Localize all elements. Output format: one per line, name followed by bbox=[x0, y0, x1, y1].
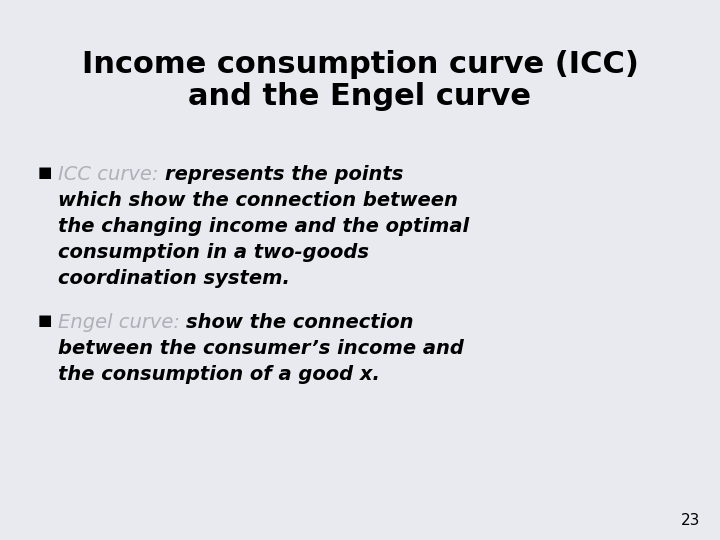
Text: between the consumer’s income and: between the consumer’s income and bbox=[58, 339, 464, 358]
Text: consumption in a two-goods: consumption in a two-goods bbox=[58, 243, 369, 262]
Text: ■: ■ bbox=[38, 165, 53, 180]
Text: 23: 23 bbox=[680, 513, 700, 528]
Text: coordination system.: coordination system. bbox=[58, 269, 290, 288]
Text: and the Engel curve: and the Engel curve bbox=[189, 82, 531, 111]
Text: the consumption of a good x.: the consumption of a good x. bbox=[58, 365, 380, 384]
Text: show the connection: show the connection bbox=[186, 313, 414, 332]
Text: the changing income and the optimal: the changing income and the optimal bbox=[58, 217, 469, 236]
Text: which show the connection between: which show the connection between bbox=[58, 191, 458, 210]
Text: Engel curve:: Engel curve: bbox=[58, 313, 186, 332]
Text: ICC curve:: ICC curve: bbox=[58, 165, 165, 184]
Text: represents the points: represents the points bbox=[165, 165, 403, 184]
Text: ■: ■ bbox=[38, 313, 53, 328]
Text: Income consumption curve (ICC): Income consumption curve (ICC) bbox=[81, 50, 639, 79]
